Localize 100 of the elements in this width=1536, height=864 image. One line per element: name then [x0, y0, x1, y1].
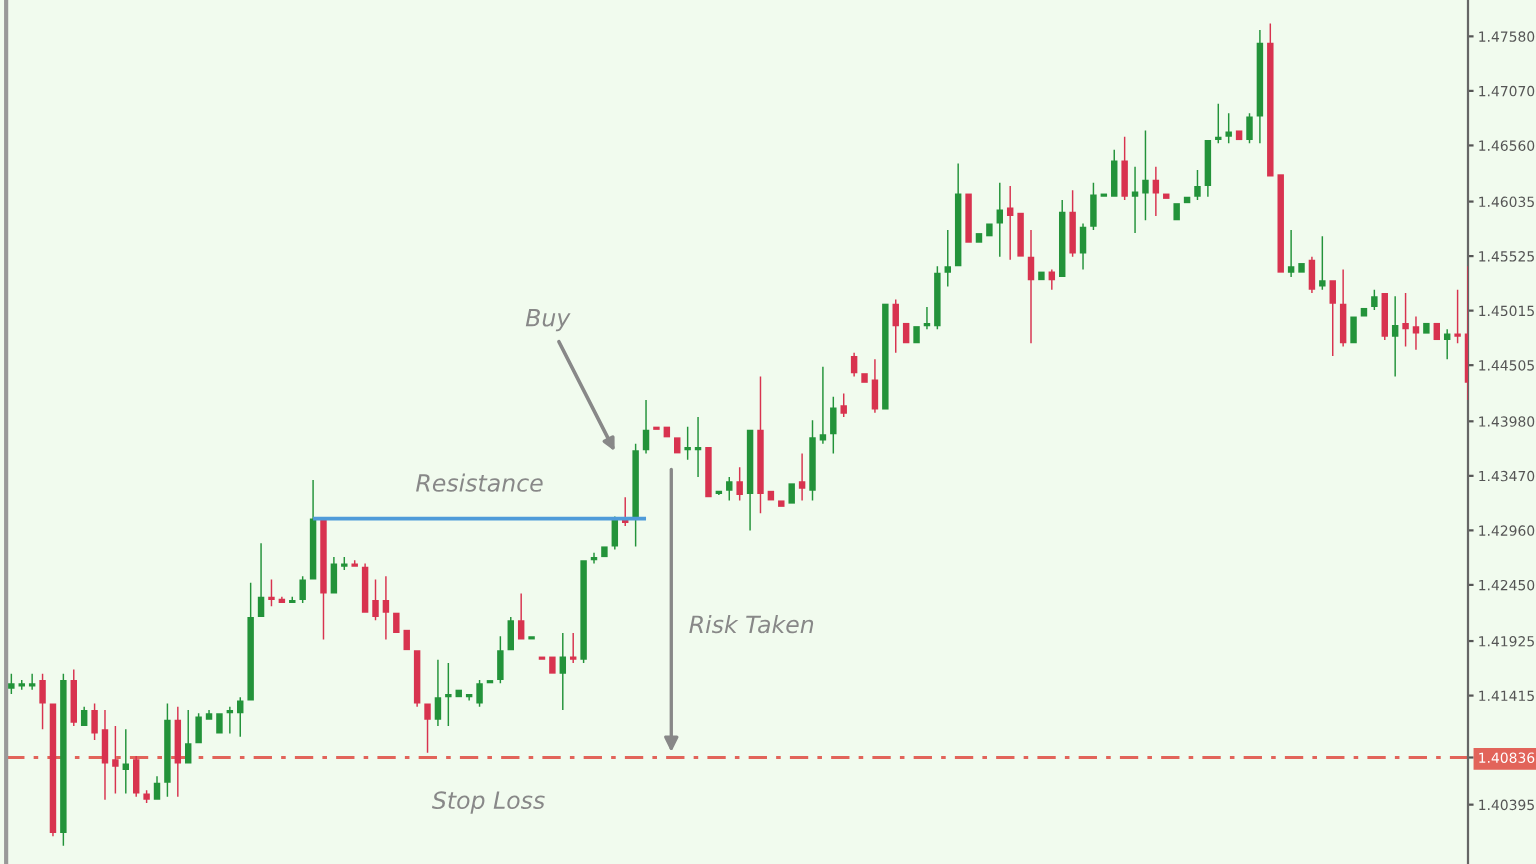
candlestick	[819, 366, 827, 444]
candlestick	[569, 633, 577, 663]
candlestick	[70, 669, 77, 727]
candlestick	[507, 616, 514, 651]
candlestick	[330, 557, 338, 594]
candlestick	[923, 306, 931, 330]
candlestick	[1391, 296, 1399, 377]
candlestick	[278, 596, 286, 604]
candlestick	[871, 359, 879, 413]
candlestick	[1111, 149, 1118, 197]
candlestick	[694, 417, 702, 477]
candlestick	[132, 756, 140, 797]
candlestick	[8, 673, 15, 694]
candlestick	[361, 563, 369, 613]
candlestick	[413, 650, 421, 707]
candlestick	[299, 576, 306, 604]
candlestick	[497, 636, 504, 684]
candlestick	[882, 303, 889, 410]
candlestick	[1048, 269, 1056, 290]
candlestick	[1152, 166, 1160, 216]
candlestick	[778, 500, 785, 507]
candlestick	[80, 706, 88, 727]
candlestick	[580, 560, 587, 663]
candlestick	[143, 790, 150, 804]
candlestick	[902, 322, 910, 344]
candlestick	[559, 633, 567, 711]
candlestick	[590, 552, 598, 564]
candlestick	[49, 703, 57, 837]
candlestick	[1360, 307, 1368, 317]
candlestick	[434, 659, 442, 727]
candlestick	[1246, 113, 1253, 144]
candlestick	[809, 420, 816, 501]
candlestick	[216, 713, 223, 734]
candlestick	[642, 399, 650, 454]
candlestick	[174, 706, 182, 797]
candlestick	[60, 673, 67, 846]
candlestick	[1027, 229, 1035, 344]
candlestick	[601, 546, 608, 558]
candlestick	[549, 656, 556, 674]
candlestick	[788, 483, 795, 504]
candlestick	[205, 710, 213, 720]
candlestick	[247, 582, 254, 701]
candlestick	[91, 703, 98, 740]
candlestick	[1069, 190, 1076, 257]
candlestick	[1298, 263, 1305, 273]
candlestick	[476, 680, 483, 707]
candlestick	[861, 373, 868, 383]
candlestick	[1433, 322, 1441, 341]
candlestick	[736, 467, 743, 501]
candlestick	[153, 776, 161, 800]
candlestick	[1058, 199, 1066, 277]
candlestick	[1339, 269, 1347, 347]
candlestick	[122, 729, 130, 794]
candlestick	[465, 693, 473, 701]
candlestick	[1350, 316, 1357, 344]
candlestick	[320, 518, 327, 640]
ref-line-label: Stop Loss	[432, 791, 545, 814]
annotation: Risk Taken	[689, 614, 814, 634]
candlestick	[913, 326, 920, 344]
candlestick	[1256, 29, 1264, 144]
candlestick	[195, 713, 202, 744]
candlestick	[715, 490, 723, 496]
candlestick	[164, 703, 171, 797]
candlestick	[1412, 316, 1420, 350]
candlestick	[674, 437, 681, 454]
candlestick	[934, 266, 941, 330]
series-label: Resistance	[416, 473, 543, 492]
candlestick	[257, 543, 265, 617]
candlestick	[1006, 186, 1014, 260]
candlestick	[1204, 140, 1212, 197]
candlestick	[1038, 271, 1045, 281]
candlestick	[954, 163, 962, 267]
candlestick	[1235, 130, 1243, 141]
candlestick	[1079, 223, 1087, 270]
candlestick	[1017, 212, 1024, 257]
candlestick	[1287, 229, 1295, 277]
candlestick	[632, 443, 639, 547]
candlestick	[1423, 322, 1430, 334]
candlestick	[975, 233, 983, 243]
candlestick	[101, 710, 109, 800]
candlestick	[830, 396, 837, 454]
candlestick	[986, 223, 993, 237]
candlestick	[1131, 166, 1139, 234]
candlestick	[850, 352, 858, 377]
candlestick	[965, 193, 972, 243]
candlestick	[1173, 203, 1180, 221]
candlestick	[28, 673, 36, 690]
candlestick	[309, 480, 317, 580]
candlestick	[517, 593, 525, 640]
candlestick	[39, 673, 46, 730]
candlestick	[996, 182, 1004, 257]
candlestick	[382, 576, 390, 640]
candlestick	[1308, 256, 1316, 293]
annotation: Buy	[525, 309, 571, 332]
candlestick	[185, 710, 192, 764]
candlestick	[840, 393, 847, 418]
candlestick	[424, 703, 431, 753]
candlestick	[1090, 182, 1097, 230]
candlestick	[1443, 329, 1451, 360]
candlestick	[1194, 170, 1201, 200]
